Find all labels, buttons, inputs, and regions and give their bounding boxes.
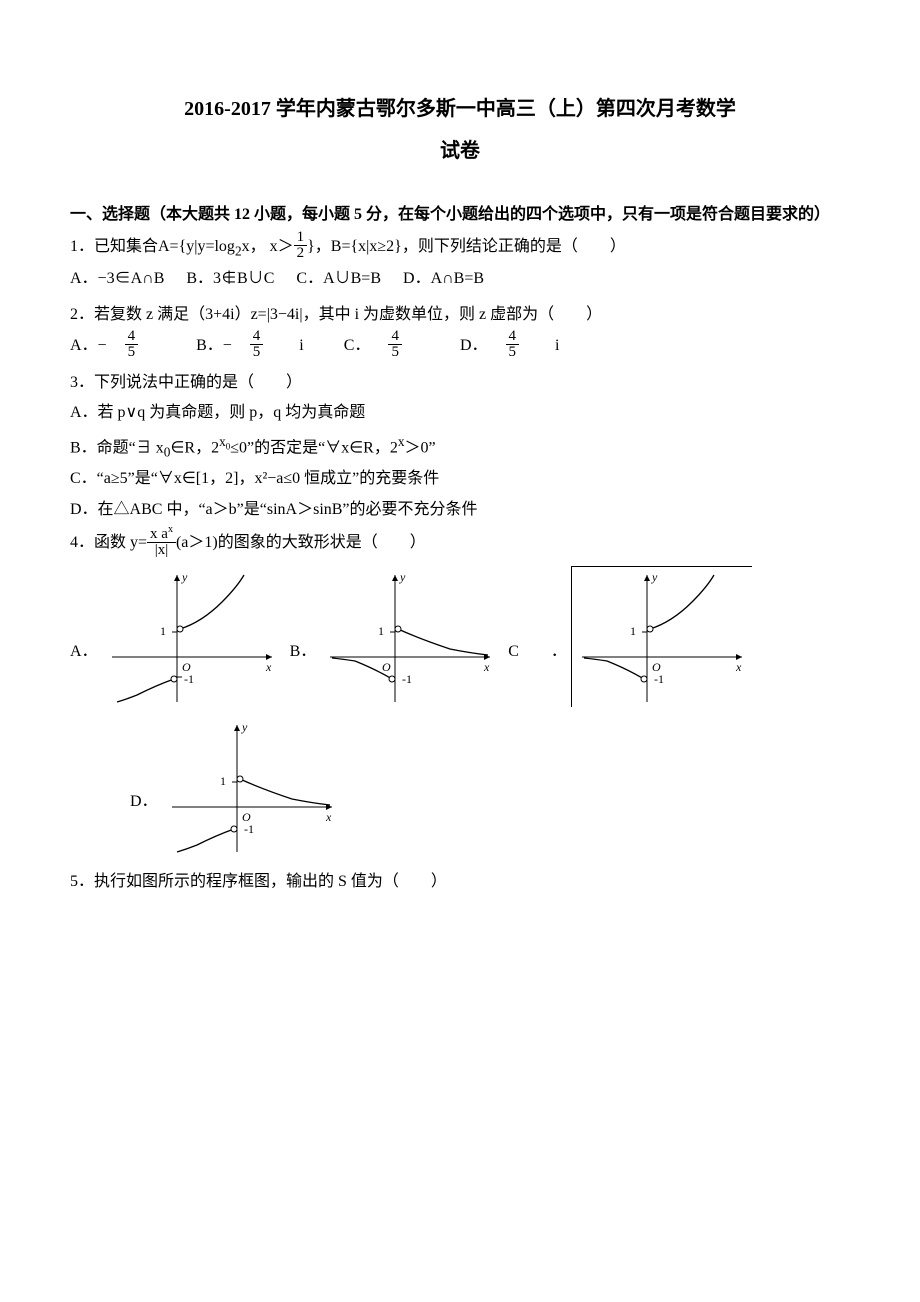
exam-title-line1: 2016-2017 学年内蒙古鄂尔多斯一中高三（上）第四次月考数学 [70,90,850,128]
q2-c-pre: C． [344,337,371,354]
question-2: 2．若复数 z 满足（3+4i）z=|3−4i|，其中 i 为虚数单位，则 z … [70,300,850,361]
q2-a-frac: 45 [125,329,157,360]
q1-frac-num: 1 [294,230,308,246]
q4-stem-pre: 4．函数 y= [70,534,147,551]
axis-y-label: y [399,570,406,584]
section-1-heading: 一、选择题（本大题共 12 小题，每小题 5 分，在每个小题给出的四个选项中，只… [70,200,850,230]
q2-d-post: i [555,337,559,354]
exam-title-line2: 试卷 [70,132,850,170]
q3-opt-b: B．命题“∃ x0∈R，2x0≤0”的否定是“∀x∈R，2x＞0” [70,429,850,465]
q2-d-den: 5 [506,345,520,360]
q2-opt-d: D．45i [460,337,578,354]
q2-a-pre: A．− [70,337,107,354]
question-4: 4．函数 y=x ax|x|(a＞1)的图象的大致形状是（ ） A． x y O… [70,527,850,857]
q3-b-pre: B．命题“∃ x [70,439,164,456]
tick-neg: -1 [402,672,412,686]
tick-neg: -1 [184,672,194,686]
q1-stem: 1．已知集合A={y|y=log2x， x＞12}，B={x|x≥2}，则下列结… [70,232,850,264]
q3-b-post: ＞0” [405,439,436,456]
q4-graph-row-2: D． x y O 1 -1 [70,717,850,857]
q2-d-num: 4 [506,329,520,345]
q2-b-num: 4 [250,329,264,345]
axis-y-label: y [651,570,658,584]
q3-opt-c: C．“a≥5”是“∀x∈[1，2]，x²−a≤0 恒成立”的充要条件 [70,464,850,494]
q4-cell-b: B． x y O 1 -1 [290,567,501,707]
q1-log-base: 2 [235,244,242,259]
q3-opt-a: A．若 p∨q 为真命题，则 p，q 均为真命题 [70,398,850,428]
q2-a-den: 5 [125,345,139,360]
q1-opt-a: A．−3∈A∩B [70,270,164,287]
q2-options: A．−45 B．−45i C．45 D．45i [70,331,850,362]
q4-label-a: A． [70,637,98,667]
axis-x-label: x [265,660,272,674]
q5-stem: 5．执行如图所示的程序框图，输出的 S 值为（ ） [70,867,850,897]
q3-b-sup: x [219,434,226,449]
q3-b-exp1: x0 [219,434,230,449]
q1-options: A．−3∈A∩B B．3∉B∪C C．A∪B=B D．A∩B=B [70,264,850,294]
q4-graph-row-1: A． x y O 1 -1 B． [70,566,850,707]
q4-frac-den: |x| [147,543,176,558]
tick-pos: 1 [220,774,226,788]
q4-graph-b: x y O 1 -1 [320,567,500,707]
q4-cell-d: D． x y O 1 -1 [130,717,342,857]
q3-opt-d: D．在△ABC 中，“a＞b”是“sinA＞sinB”的必要不充分条件 [70,495,850,525]
q4-graph-c: x y O 1 -1 [571,566,752,707]
q2-b-pre: B．− [196,337,232,354]
q2-b-den: 5 [250,345,264,360]
q2-c-num: 4 [388,329,402,345]
q4-graph-d: x y O 1 -1 [162,717,342,857]
q2-stem: 2．若复数 z 满足（3+4i）z=|3−4i|，其中 i 为虚数单位，则 z … [70,300,850,330]
q3-stem: 3．下列说法中正确的是（ ） [70,368,850,398]
q1-frac-den: 2 [294,246,308,261]
q1-stem-mid: x， x＞ [242,239,294,256]
q2-opt-b: B．−45i [196,337,322,354]
tick-neg: -1 [244,822,254,836]
tick-pos: 1 [630,624,636,638]
tick-neg: -1 [654,672,664,686]
q1-opt-b: B．3∉B∪C [186,270,274,287]
axis-y-label: y [241,720,248,734]
q2-opt-c: C．45 [344,337,438,354]
q4-fraction: x ax|x| [147,525,176,558]
q4-num-pre: x a [150,526,168,542]
q4-label-d: D． [130,787,158,817]
q1-opt-d: D．A∩B=B [403,270,484,287]
axis-y-label: y [181,570,188,584]
q3-b-mid1: ∈R，2 [170,439,219,456]
q3-b-mid2: ≤0”的否定是“∀x∈R，2 [230,439,398,456]
q2-opt-a: A．−45 [70,337,174,354]
q4-cell-a: A． x y O 1 -1 [70,567,282,707]
q4-label-c: C ． [508,637,567,667]
question-5: 5．执行如图所示的程序框图，输出的 S 值为（ ） [70,867,850,897]
q4-num-sup: x [168,524,173,535]
q4-graph-a: x y O 1 -1 [102,567,282,707]
q2-d-frac: 45 [506,329,538,360]
q4-frac-num: x ax [147,525,176,543]
q4-cell-c: C ． x y O 1 -1 [508,566,752,707]
axis-x-label: x [735,660,742,674]
q2-d-pre: D． [460,337,488,354]
question-3: 3．下列说法中正确的是（ ） A．若 p∨q 为真命题，则 p，q 均为真命题 … [70,368,850,525]
q4-stem-post: (a＞1)的图象的大致形状是（ ） [176,534,426,551]
q1-stem-post: }，B={x|x≥2}，则下列结论正确的是（ ） [307,239,626,256]
tick-pos: 1 [378,624,384,638]
q4-stem: 4．函数 y=x ax|x|(a＞1)的图象的大致形状是（ ） [70,527,850,560]
q1-fraction: 12 [294,230,308,261]
q4-label-b: B． [290,637,317,667]
q2-b-post: i [299,337,303,354]
q2-b-frac: 45 [250,329,282,360]
q1-opt-c: C．A∪B=B [296,270,381,287]
tick-pos: 1 [160,624,166,638]
q2-c-den: 5 [388,345,402,360]
axis-x-label: x [325,810,332,824]
q2-c-frac: 45 [388,329,420,360]
q2-a-num: 4 [125,329,139,345]
origin-label: O [382,660,391,674]
axis-x-label: x [483,660,490,674]
q3-b-sup2: x [398,434,405,449]
question-1: 1．已知集合A={y|y=log2x， x＞12}，B={x|x≥2}，则下列结… [70,232,850,294]
q1-stem-pre: 1．已知集合A={y|y=log [70,239,235,256]
